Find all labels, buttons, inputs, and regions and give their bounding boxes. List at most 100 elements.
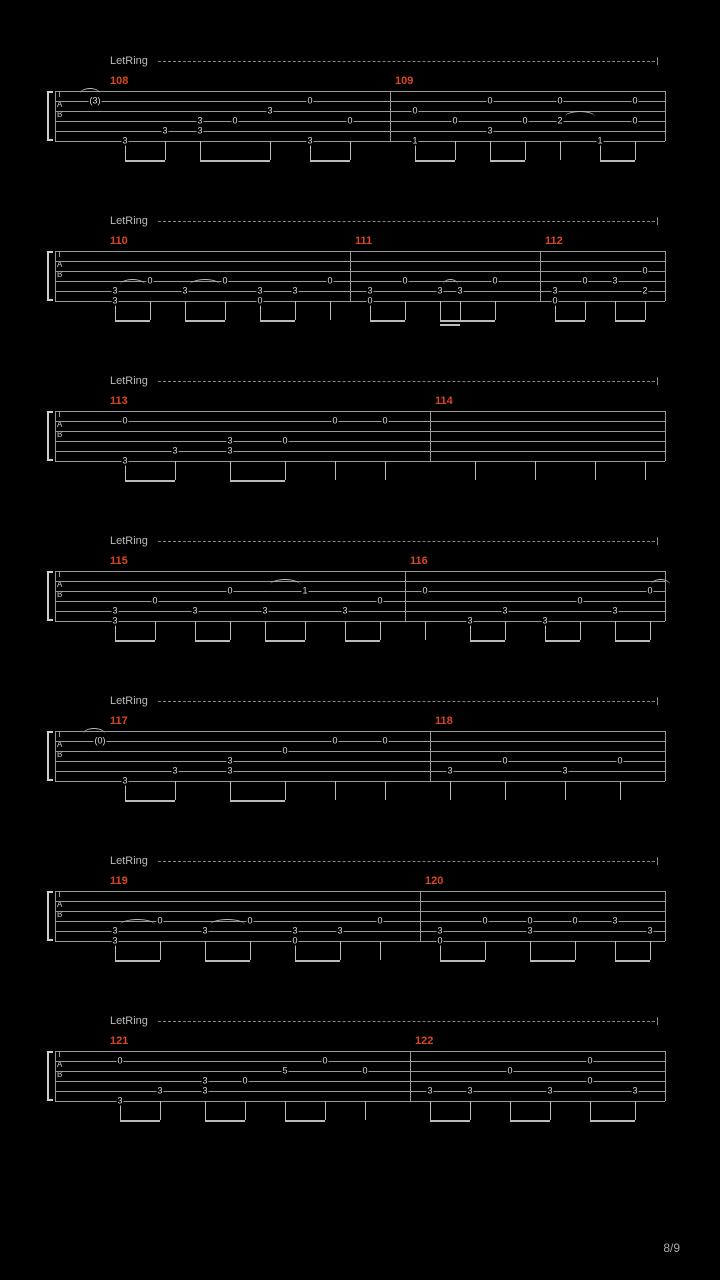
- tab-note: 3: [116, 1097, 123, 1106]
- note-stem: [580, 621, 581, 640]
- tab-note: 0: [581, 277, 588, 286]
- letring-end: [657, 697, 658, 705]
- tie: [80, 88, 100, 94]
- tab-note: 3: [171, 447, 178, 456]
- tie: [210, 919, 245, 925]
- tab-note: (3): [89, 97, 102, 106]
- staff-line: [55, 431, 665, 432]
- tab-note: 2: [641, 287, 648, 296]
- note-stem: [430, 1101, 431, 1120]
- tab-note: 0: [361, 1067, 368, 1076]
- barline: [430, 731, 431, 781]
- staff-line: [55, 751, 665, 752]
- note-stem: [325, 1101, 326, 1120]
- tab-note: 0: [381, 737, 388, 746]
- tab-note: 5: [281, 1067, 288, 1076]
- tab-note: 3: [201, 927, 208, 936]
- tab-note: 0: [376, 917, 383, 926]
- measure-number: 112: [545, 235, 563, 247]
- tab-note: 3: [111, 287, 118, 296]
- staff-line: [55, 91, 665, 92]
- tab-note: 0: [321, 1057, 328, 1066]
- staff-line: [55, 741, 665, 742]
- barline: [665, 251, 666, 301]
- tab-note: 0: [491, 277, 498, 286]
- tab-note: 0: [556, 97, 563, 106]
- system-bracket: [47, 571, 53, 621]
- tab-note: 0: [231, 117, 238, 126]
- staff-line: [55, 461, 665, 462]
- note-stem: [590, 1101, 591, 1120]
- beam: [205, 1120, 245, 1122]
- tab-note: 3: [191, 607, 198, 616]
- tab-note: 0: [451, 117, 458, 126]
- barline: [665, 1051, 666, 1101]
- tab-note: 3: [196, 127, 203, 136]
- note-stem: [385, 781, 386, 800]
- tab-system: LetRing121122TAB0333305003303003: [55, 1015, 665, 1125]
- tab-note: 0: [641, 267, 648, 276]
- tab-note: 3: [226, 447, 233, 456]
- note-stem: [265, 621, 266, 640]
- tab-note: 3: [456, 287, 463, 296]
- tie: [83, 728, 105, 734]
- barline: [665, 731, 666, 781]
- note-stem: [160, 1101, 161, 1120]
- tab-note: 0: [586, 1077, 593, 1086]
- tab-note: 0: [401, 277, 408, 286]
- beam: [440, 320, 495, 322]
- note-stem: [530, 941, 531, 960]
- tab-system: LetRing110111112TAB330303030300330300302: [55, 215, 665, 325]
- tab-note: 3: [436, 927, 443, 936]
- beam: [260, 320, 295, 322]
- measure-number: 115: [110, 555, 128, 567]
- staff-line: [55, 911, 665, 912]
- barline: [405, 571, 406, 621]
- beam: [230, 800, 285, 802]
- note-stem: [175, 781, 176, 800]
- note-stem: [230, 461, 231, 480]
- staff-line: [55, 141, 665, 142]
- note-stem: [335, 781, 336, 800]
- tab-note: 0: [226, 587, 233, 596]
- barline: [430, 411, 431, 461]
- staff-line: [55, 101, 665, 102]
- barline: [540, 251, 541, 301]
- letring-line: [158, 61, 655, 62]
- note-stem: [345, 621, 346, 640]
- tab-note: 3: [121, 457, 128, 466]
- note-stem: [285, 781, 286, 800]
- beam: [125, 480, 175, 482]
- staff-line: [55, 301, 665, 302]
- note-stem: [495, 301, 496, 320]
- staff-line: [55, 571, 665, 572]
- tab-note: 3: [201, 1087, 208, 1096]
- measure-number: 113: [110, 395, 128, 407]
- beam: [470, 640, 505, 642]
- note-stem: [340, 941, 341, 960]
- beam: [545, 640, 580, 642]
- tab-staff: [55, 731, 665, 781]
- letring-label: LetRing: [110, 535, 148, 547]
- tab-note: 3: [526, 927, 533, 936]
- tab-note: 0: [631, 117, 638, 126]
- staff-line: [55, 901, 665, 902]
- beam: [125, 160, 165, 162]
- staff-line: [55, 611, 665, 612]
- tab-note: 3: [111, 937, 118, 946]
- letring-label: LetRing: [110, 375, 148, 387]
- beam: [115, 320, 150, 322]
- note-stem: [425, 621, 426, 640]
- staff-line: [55, 581, 665, 582]
- tab-note: (0): [94, 737, 107, 746]
- letring-end: [657, 857, 658, 865]
- tab-note: 0: [521, 117, 528, 126]
- beam: [200, 160, 270, 162]
- note-stem: [620, 781, 621, 800]
- barline: [665, 571, 666, 621]
- tab-note: 3: [121, 137, 128, 146]
- tab-note: 0: [646, 587, 653, 596]
- staff-line: [55, 1081, 665, 1082]
- tab-note: 0: [121, 417, 128, 426]
- note-stem: [195, 621, 196, 640]
